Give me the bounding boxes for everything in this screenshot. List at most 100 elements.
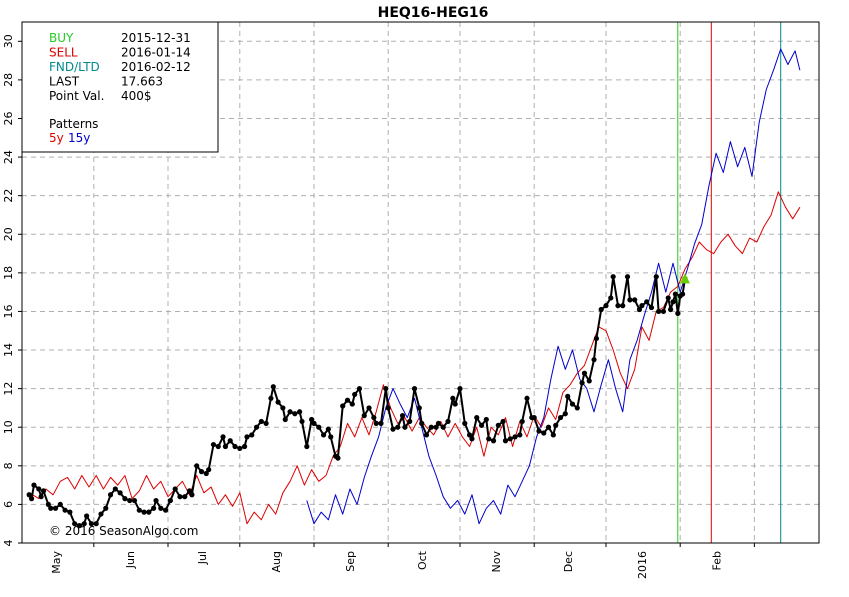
price-point	[457, 386, 463, 392]
price-point	[373, 420, 379, 426]
price-point	[565, 393, 571, 399]
y-tick-label: 24	[2, 150, 15, 164]
info-label: Point Val.	[49, 89, 104, 103]
price-point	[407, 418, 413, 425]
price-point	[309, 416, 315, 423]
price-point	[433, 424, 439, 430]
x-tick-label: Oct	[416, 550, 429, 570]
price-point	[675, 310, 681, 316]
price-point	[222, 443, 229, 450]
price-point	[62, 507, 68, 513]
y-tick-label: 28	[2, 73, 15, 87]
price-point	[512, 434, 518, 440]
price-point	[656, 308, 662, 315]
price-point	[648, 304, 655, 311]
price-point	[31, 482, 37, 488]
price-point	[136, 507, 142, 513]
price-point	[316, 424, 322, 430]
price-point	[536, 428, 542, 434]
price-point	[581, 370, 588, 376]
price-point	[593, 335, 600, 342]
price-point	[639, 303, 645, 309]
price-point	[182, 494, 188, 500]
price-point	[672, 291, 678, 297]
price-point	[579, 380, 585, 386]
price-point	[435, 420, 442, 426]
price-point	[450, 395, 456, 401]
price-point	[26, 492, 32, 498]
price-point	[215, 443, 221, 450]
price-point	[48, 505, 54, 511]
x-tick-label: 2016	[636, 551, 649, 579]
chart-title: HEQ16-HEG16	[378, 5, 489, 21]
price-point	[495, 422, 501, 428]
price-point	[665, 295, 671, 301]
price-point	[500, 418, 506, 425]
price-point	[38, 494, 44, 500]
price-point	[627, 297, 633, 303]
price-point	[198, 469, 205, 475]
price-point	[653, 274, 659, 280]
price-point	[325, 426, 331, 432]
x-tick-label: May	[50, 551, 63, 574]
price-point	[131, 497, 138, 504]
price-point	[366, 405, 372, 411]
price-point	[378, 420, 384, 426]
price-point	[644, 299, 650, 305]
price-point	[153, 497, 159, 504]
price-point	[282, 416, 288, 423]
price-point	[440, 424, 446, 430]
copyright-text: © 2016 SeasonAlgo.com	[49, 524, 198, 538]
price-point	[636, 306, 643, 313]
price-point	[545, 424, 552, 430]
price-point	[237, 445, 243, 452]
price-point	[356, 386, 363, 392]
price-point	[569, 401, 576, 407]
price-point	[253, 424, 260, 430]
price-point	[311, 420, 317, 426]
price-point	[507, 436, 513, 442]
price-point	[194, 463, 200, 469]
price-point	[385, 405, 391, 411]
price-point	[146, 509, 152, 515]
price-point	[349, 401, 355, 407]
price-point	[383, 386, 389, 392]
price-point	[462, 420, 468, 426]
price-point	[206, 467, 212, 473]
price-point	[340, 403, 346, 409]
info-label: SELL	[49, 46, 78, 60]
info-value: 2016-02-12	[121, 60, 191, 74]
price-point	[419, 420, 425, 426]
y-tick-label: 14	[2, 343, 15, 357]
price-point	[117, 490, 123, 496]
info-value: 400$	[121, 89, 152, 103]
x-tick-label: Aug	[270, 551, 283, 572]
price-point	[103, 505, 109, 511]
x-tick-label: Feb	[710, 551, 723, 570]
price-point	[632, 297, 638, 303]
price-point	[483, 416, 489, 423]
y-tick-label: 4	[2, 540, 15, 547]
price-point	[163, 507, 169, 513]
y-tick-label: 26	[2, 111, 15, 125]
price-point	[416, 405, 422, 411]
event-lines	[677, 22, 782, 543]
y-tick-label: 6	[2, 501, 15, 508]
price-point	[328, 434, 334, 440]
price-point	[112, 486, 118, 492]
price-point	[249, 432, 255, 438]
y-tick-label: 16	[2, 304, 15, 318]
x-tick-label: Jun	[124, 551, 137, 569]
y-tick-label: 8	[2, 462, 15, 469]
price-point	[344, 397, 351, 403]
price-point	[466, 432, 473, 438]
price-point	[227, 438, 233, 444]
price-point	[452, 401, 458, 407]
pattern-line	[306, 48, 801, 525]
price-point	[352, 391, 358, 398]
price-point	[52, 505, 59, 511]
price-point	[591, 357, 597, 363]
price-point	[668, 306, 674, 313]
price-point	[270, 384, 276, 390]
price-point	[268, 395, 274, 401]
